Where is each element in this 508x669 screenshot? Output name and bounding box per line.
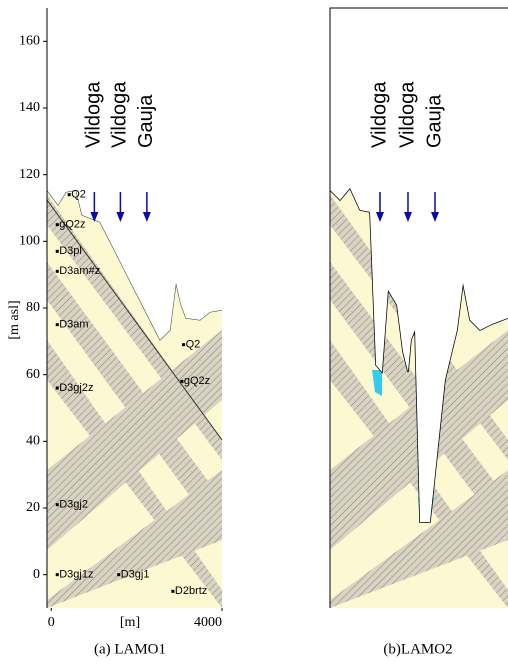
river-label: Gauja [423,94,445,148]
y-tick-label: 120 [19,167,40,182]
river-label: Gauja [135,94,157,148]
annotation-label: D3gj1 [121,569,150,581]
strata-b [330,180,508,608]
river-arrowhead [143,212,151,222]
river-label: Vildoga [83,81,105,148]
annotation-label: D3gj2z [59,382,93,394]
river-label: Vildoga [396,81,418,148]
y-tick-label: 140 [19,100,40,115]
annotation-label: D3am [59,319,88,331]
y-tick-label: 0 [33,567,40,582]
annotation-label: D3pl [59,245,82,257]
caption: (a) LAMO1 [94,641,166,657]
y-tick-label: 40 [26,434,40,449]
river-arrowhead [431,212,439,222]
y-tick-label: 100 [19,234,40,249]
y-tick-label: 160 [19,34,40,49]
figure: [m asl] [m] (a) LAMO1 (b)LAMO2 0 20 40 60 80… [0,0,508,664]
river-arrowhead [116,212,124,222]
x-axis-label: [m] [120,615,140,630]
annotation-label: D2brtz [175,585,207,597]
annotation-label: gQ2z [184,375,210,387]
y-tick-label: 60 [26,367,40,382]
y-axis-label: [m asl] [7,300,22,339]
annotation-label: D3am#z [59,265,100,277]
river-arrowhead [404,212,412,222]
x-tick-label: 0 [48,615,55,630]
page: {"chart_data": [ {"type": "section", "ca… [0,0,508,664]
annotation-label: gQ2z [59,219,85,231]
river-arrowhead [376,212,384,222]
annotation-label: D3gj1z [59,569,93,581]
y-tick-label: 20 [26,500,40,515]
caption: (b)LAMO2 [383,641,452,657]
x-tick-label: 4000 [194,615,222,630]
strata-a [47,180,222,608]
river-label: Vildoga [109,81,131,148]
annotation-label: Q2 [186,339,201,351]
annotation-label: D3gj2 [59,499,88,511]
y-tick-label: 80 [26,300,40,315]
annotation-label: Q2 [71,189,86,201]
river-label: Vildoga [368,81,390,148]
